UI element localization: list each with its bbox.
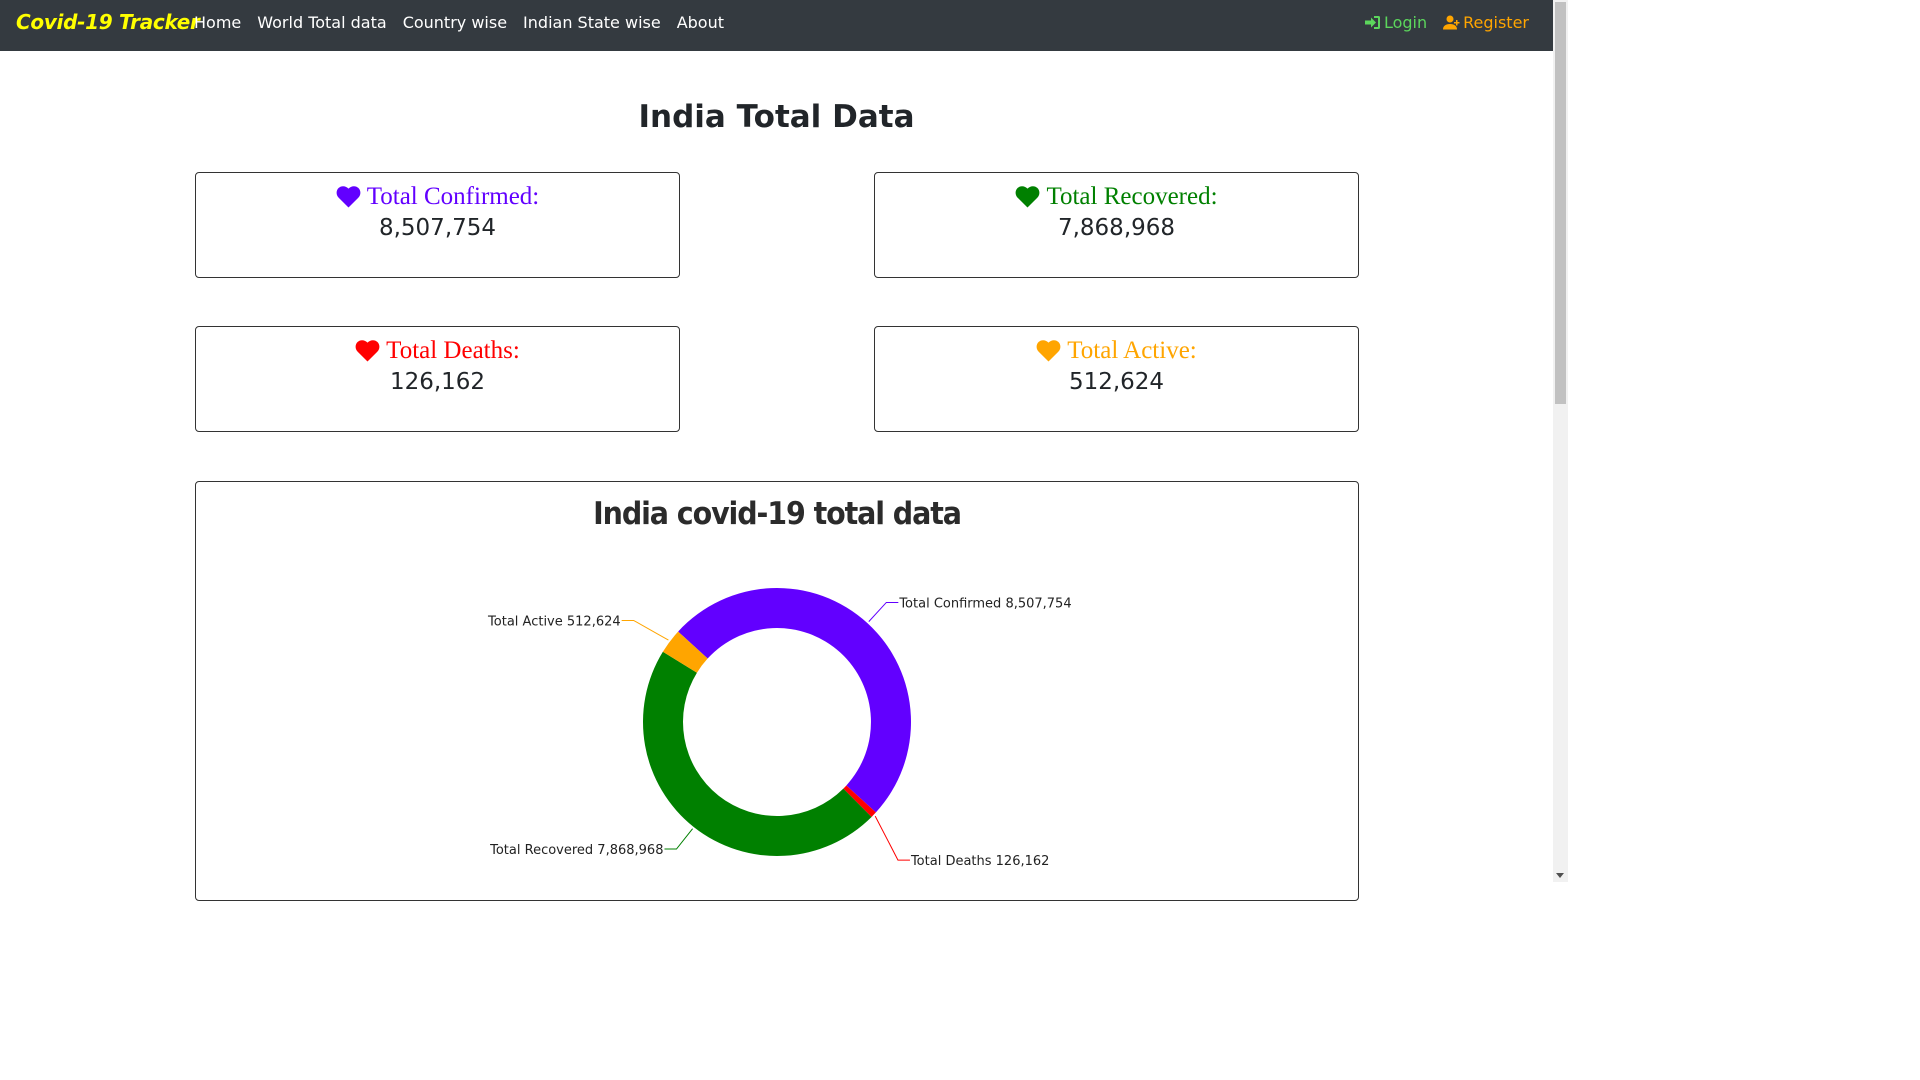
register-link[interactable]: Register: [1443, 13, 1529, 32]
nav-country-wise[interactable]: Country wise: [402, 13, 508, 32]
card-title: Total Recovered:: [875, 183, 1358, 211]
slice-label: Total Confirmed 8,507,754: [898, 596, 1071, 611]
card-total-deaths: Total Deaths: 126,162: [195, 326, 680, 432]
nav-world-total[interactable]: World Total data: [257, 13, 387, 32]
card-label: Total Confirmed:: [366, 183, 540, 210]
donut-chart: Total Confirmed 8,507,754 Total Deaths 12…: [487, 588, 1072, 869]
heart-icon: [355, 340, 380, 362]
card-value: 7,868,968: [1057, 215, 1176, 241]
donut-slice[interactable]: [678, 588, 912, 813]
slice-leader-line: [874, 815, 910, 861]
donut-slice[interactable]: [643, 651, 872, 856]
card-label: Total Deaths:: [386, 337, 520, 364]
slice-leader-line: [868, 601, 899, 622]
card-title: Total Confirmed:: [196, 183, 679, 211]
card-value: 126,162: [389, 369, 486, 395]
card-value: 8,507,754: [378, 215, 497, 241]
brand-logo[interactable]: Covid-19 Tracker: [16, 10, 200, 34]
slice-label: Total Recovered 7,868,968: [489, 843, 663, 858]
card-label: Total Recovered:: [1046, 183, 1218, 210]
nav-home[interactable]: Home: [194, 13, 242, 32]
login-link[interactable]: Login: [1364, 13, 1427, 32]
donut-slice[interactable]: [662, 631, 708, 673]
user-plus-icon: [1443, 15, 1460, 30]
slice-label: Total Active 512,624: [487, 614, 621, 629]
card-label: Total Active:: [1067, 337, 1197, 364]
card-title: Total Active:: [875, 337, 1358, 365]
page-title: India Total Data: [638, 99, 915, 135]
register-label: Register: [1463, 13, 1529, 32]
scrollbar-thumb[interactable]: [1555, 2, 1566, 404]
chart-container: India covid-19 total data Total Confirme…: [195, 481, 1359, 901]
navbar: Covid-19 Tracker Home World Total data C…: [0, 0, 1553, 51]
login-label: Login: [1383, 13, 1428, 32]
chart-title: India covid-19 total data: [593, 496, 962, 532]
page-scrollbar[interactable]: [1553, 0, 1568, 882]
heart-icon: [336, 186, 361, 208]
card-value: 512,624: [1068, 369, 1165, 395]
donut-slice[interactable]: [843, 785, 876, 817]
card-total-active: Total Active: 512,624: [874, 326, 1359, 432]
card-total-recovered: Total Recovered: 7,868,968: [874, 172, 1359, 278]
scroll-down-arrow-icon[interactable]: [1556, 873, 1564, 878]
slice-leader-line: [621, 619, 669, 641]
card-total-confirmed: Total Confirmed: 8,507,754: [195, 172, 680, 278]
nav-about[interactable]: About: [676, 13, 724, 32]
nav-links: Home World Total data Country wise India…: [194, 13, 724, 32]
card-title: Total Deaths:: [196, 337, 679, 365]
nav-auth: Login Register: [1364, 13, 1529, 32]
slice-leader-line: [664, 828, 693, 850]
heart-icon: [1016, 186, 1040, 208]
nav-indian-state-wise[interactable]: Indian State wise: [523, 13, 661, 32]
slice-label: Total Deaths 126,162: [910, 854, 1049, 869]
sign-in-icon: [1364, 16, 1380, 29]
heart-icon: [1036, 340, 1061, 362]
